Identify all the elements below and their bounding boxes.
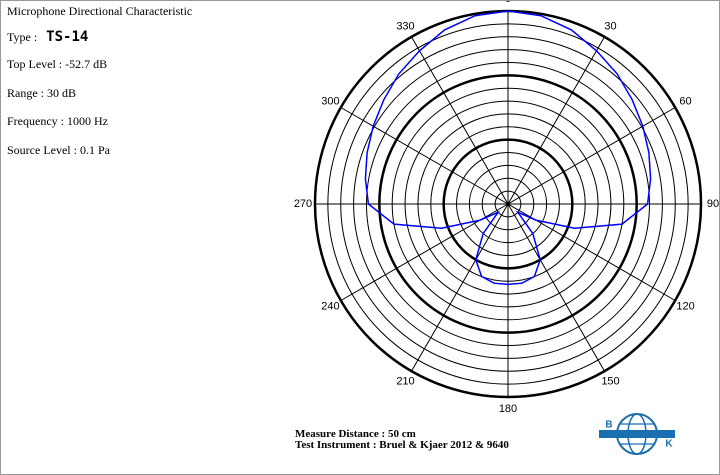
angle-label: 120 <box>676 300 694 312</box>
spoke <box>340 107 509 205</box>
info-line: Range : 30 dB <box>7 86 76 100</box>
type-value: TS-14 <box>46 29 89 45</box>
spoke <box>411 36 509 205</box>
angle-label: 300 <box>321 95 339 107</box>
logo-letter: B <box>605 420 612 431</box>
footer-line: Test Instrument : Bruel & Kjaer 2012 & 9… <box>295 439 509 451</box>
curve <box>364 10 652 286</box>
angle-label: 330 <box>396 20 414 32</box>
angle-label: 270 <box>294 198 312 210</box>
type-label: Type : <box>7 30 38 44</box>
angle-label: 150 <box>601 375 619 387</box>
angle-label: 0 <box>505 1 511 5</box>
angle-label: 180 <box>499 403 517 415</box>
spoke <box>411 203 509 372</box>
angle-label: 240 <box>321 300 339 312</box>
spoke <box>507 36 605 205</box>
logo-letter: K <box>665 439 673 450</box>
type-row: Type : TS-14 <box>7 29 88 45</box>
spoke <box>507 107 676 205</box>
footer-line: Measure Distance : 50 cm <box>295 428 416 440</box>
logo: B K <box>599 413 675 455</box>
angle-label: 210 <box>396 375 414 387</box>
angle-label: 60 <box>679 95 691 107</box>
title: Microphone Directional Characteristic <box>7 4 193 18</box>
info-line: Frequency : 1000 Hz <box>7 114 108 128</box>
info-line: Source Level : 0.1 Pa <box>7 143 110 157</box>
spoke <box>507 203 605 372</box>
angle-label: 30 <box>604 20 616 32</box>
info-line: Top Level : -52.7 dB <box>7 57 108 71</box>
angle-label: 90 <box>707 198 719 210</box>
